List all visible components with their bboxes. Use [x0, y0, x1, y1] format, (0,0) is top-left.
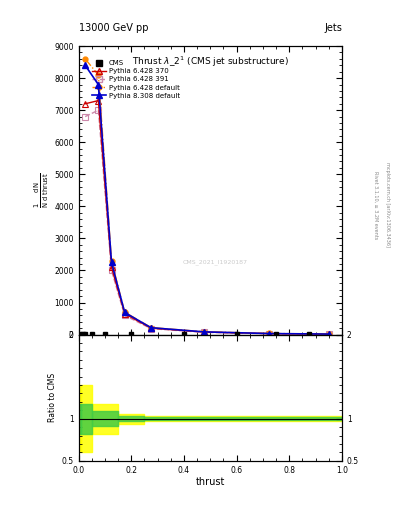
Y-axis label: $\frac{1}{\mathrm{N}}\,\frac{\mathrm{d}\mathrm{N}}{\mathrm{d}\,\mathrm{thrust}}$: $\frac{1}{\mathrm{N}}\,\frac{\mathrm{d}\… [33, 173, 51, 208]
Text: Jets: Jets [324, 23, 342, 33]
Legend: CMS, Pythia 6.428 370, Pythia 6.428 391, Pythia 6.428 default, Pythia 8.308 defa: CMS, Pythia 6.428 370, Pythia 6.428 391,… [90, 58, 182, 101]
Text: Thrust $\lambda\_2^1$ (CMS jet substructure): Thrust $\lambda\_2^1$ (CMS jet substruct… [132, 55, 289, 69]
Text: 13000 GeV pp: 13000 GeV pp [79, 23, 148, 33]
Text: mcplots.cern.ch [arXiv:1306.3436]: mcplots.cern.ch [arXiv:1306.3436] [385, 162, 389, 247]
Text: Rivet 3.1.10, ≥ 3.2M events: Rivet 3.1.10, ≥ 3.2M events [373, 170, 378, 239]
X-axis label: thrust: thrust [196, 477, 225, 487]
Y-axis label: Ratio to CMS: Ratio to CMS [48, 373, 57, 422]
Text: CMS_2021_I1920187: CMS_2021_I1920187 [183, 260, 248, 265]
